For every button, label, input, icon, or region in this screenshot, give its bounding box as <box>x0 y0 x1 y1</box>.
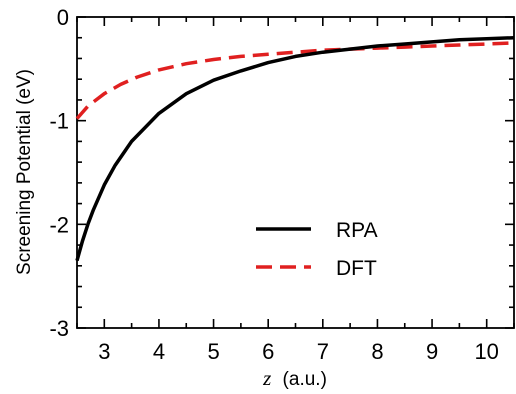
plot-frame <box>76 16 515 329</box>
y-tick-label: -3 <box>49 316 69 341</box>
y-tick-label: -2 <box>49 212 69 237</box>
legend-label-dft: DFT <box>336 257 377 280</box>
x-tick-label: 8 <box>371 339 383 364</box>
x-tick-label: 5 <box>207 339 219 364</box>
series-line-dft <box>75 41 515 120</box>
x-tick-label: 9 <box>426 339 438 364</box>
y-tick-label: 0 <box>57 5 69 30</box>
axis-ticks <box>76 16 515 329</box>
y-axis-label: Screening Potential (eV) <box>14 69 35 275</box>
x-axis-label: z (a.u.) <box>262 366 327 390</box>
data-series <box>75 35 515 262</box>
series-line-rpa <box>75 35 515 262</box>
x-tick-label: 7 <box>317 339 329 364</box>
x-tick-label: 6 <box>262 339 274 364</box>
x-axis-unit: (a.u.) <box>283 369 327 390</box>
x-tick-label: 10 <box>474 339 498 364</box>
tick-labels: 3 4 5 6 7 8 9 10 0 -1 -2 -3 <box>49 5 498 364</box>
y-tick-label: -1 <box>49 109 69 134</box>
legend-label-rpa: RPA <box>336 219 378 242</box>
x-axis-variable: z <box>262 366 271 390</box>
legend: RPA DFT <box>256 219 378 280</box>
x-tick-label: 4 <box>153 339 165 364</box>
x-tick-label: 3 <box>98 339 110 364</box>
